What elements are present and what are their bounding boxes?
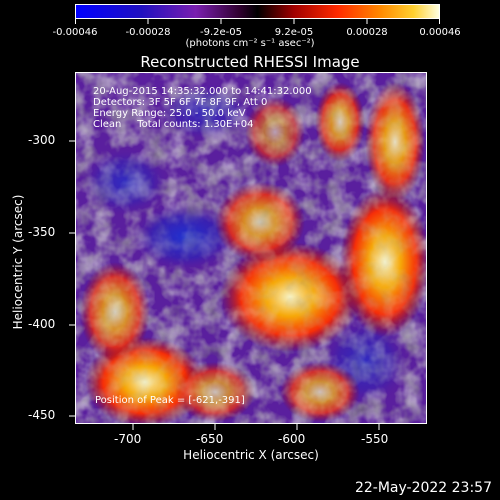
y-tick-label: -400 xyxy=(28,317,56,331)
y-tick-label: -300 xyxy=(28,133,56,147)
y-tick-label: -450 xyxy=(28,408,56,422)
plot-title: Reconstructed RHESSI Image xyxy=(140,53,360,71)
colorbar-units: (photons cm⁻² s⁻¹ asec⁻²) xyxy=(185,38,315,49)
y-tick-label: -350 xyxy=(28,225,56,239)
colorbar-tick-label: 0.00028 xyxy=(346,27,388,38)
colorbar xyxy=(75,4,440,19)
annotation-clean-counts: Clean Total counts: 1.30E+04 xyxy=(93,119,254,130)
colorbar-tick-label: -0.00028 xyxy=(125,27,171,38)
x-tick-label: -600 xyxy=(278,432,306,446)
colorbar-tick-label: 9.2e-05 xyxy=(274,27,314,38)
x-tick-label: -700 xyxy=(114,432,142,446)
colorbar-tick-label: -0.00046 xyxy=(52,27,98,38)
annotation-time-range: 20-Aug-2015 14:35:32.000 to 14:41:32.000 xyxy=(93,86,312,97)
x-tick-label: -650 xyxy=(196,432,224,446)
x-tick-label: -550 xyxy=(361,432,389,446)
annotation-energy-range: Energy Range: 25.0 - 50.0 keV xyxy=(93,108,246,119)
colorbar-tick-label: -9.2e-05 xyxy=(200,27,242,38)
rhessi-image: 20-Aug-2015 14:35:32.000 to 14:41:32.000… xyxy=(75,72,427,424)
x-axis-label: Heliocentric X (arcsec) xyxy=(183,448,319,462)
rhessi-image-canvas xyxy=(75,72,427,424)
annotation-detectors: Detectors: 3F 5F 6F 7F 8F 9F, Att 0 xyxy=(93,97,268,108)
y-axis-label: Heliocentric Y (arcsec) xyxy=(11,194,25,330)
footer-date: 22-May-2022 23:57 xyxy=(354,480,492,496)
annotation-peak-position: Position of Peak = [-621,-391] xyxy=(95,395,245,406)
colorbar-tick-label: 0.00046 xyxy=(419,27,461,38)
colorbar-ticks xyxy=(75,19,440,24)
